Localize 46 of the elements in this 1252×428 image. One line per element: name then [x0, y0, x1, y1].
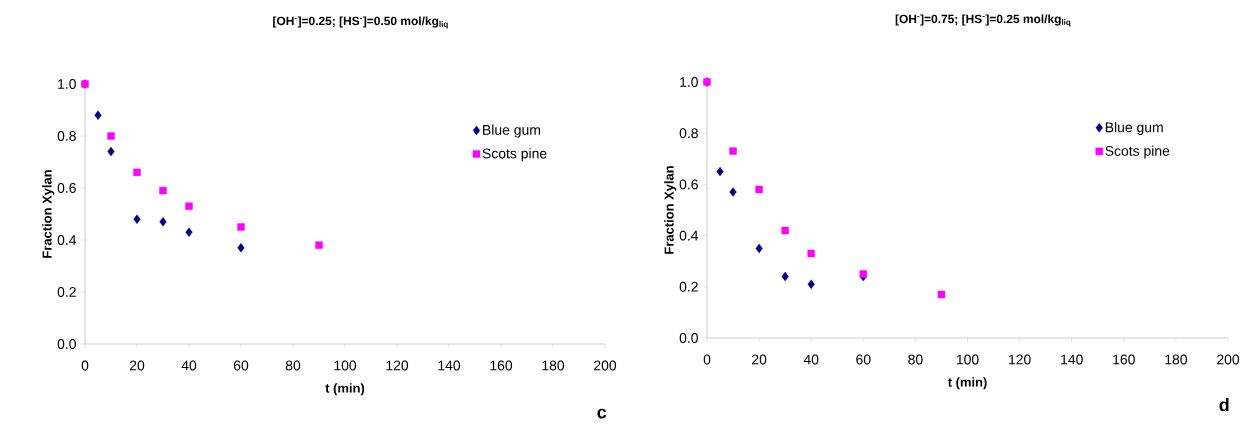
x-tick-label: 80 — [285, 360, 301, 371]
y-tick-label: 0.2 — [679, 281, 698, 292]
y-axis-title: Fraction Xylan — [42, 170, 55, 258]
y-tick-label: 0.4 — [57, 235, 77, 245]
x-tick-label: 60 — [233, 360, 249, 371]
x-tick-label: 160 — [1113, 354, 1135, 365]
x-tick-label: 40 — [803, 354, 819, 365]
y-tick-label: 0.8 — [679, 128, 698, 139]
y-axis-title: Fraction Xylan — [664, 166, 677, 254]
x-tick-label: 20 — [752, 354, 767, 365]
x-tick-label: 200 — [1217, 354, 1240, 365]
x-tick-label: 180 — [542, 360, 565, 371]
x-tick-label: 60 — [856, 354, 871, 365]
y-tick-label: 1.0 — [680, 77, 698, 87]
legend-label: Blue gum — [1105, 122, 1163, 136]
y-tick-label: 0.6 — [57, 183, 76, 193]
y-tick-label: 0.0 — [57, 339, 76, 349]
x-tick-label: 100 — [334, 360, 357, 371]
text: c — [597, 408, 607, 419]
x-tick-label: 0 — [703, 354, 711, 365]
x-tick-label: 140 — [1061, 354, 1083, 365]
x-tick-label: 160 — [490, 360, 513, 371]
chart-title: [OH$^{-}$]=0.25; [HS$^{-}$]=0.50 mol/kg$_{liq}$ — [273, 16, 448, 29]
x-tick-label: 120 — [1009, 354, 1031, 365]
y-tick-label: 1.0 — [58, 79, 76, 89]
legend-label: Scots pine — [1105, 145, 1170, 159]
y-tick-label: 0.8 — [57, 131, 76, 141]
x-tick-label: 20 — [129, 360, 145, 371]
y-tick-label: 0.4 — [679, 230, 699, 241]
x-tick-label: 40 — [181, 360, 197, 371]
x-tick-label: 200 — [594, 360, 617, 371]
x-axis-title: t (min) — [947, 377, 987, 390]
x-tick-label: 140 — [438, 360, 461, 371]
x-tick-label: 180 — [1165, 354, 1188, 365]
x-tick-label: 80 — [908, 354, 923, 365]
x-tick-label: 0 — [81, 360, 89, 371]
chart-title: [OH$^{-}$]=0.75; [HS$^{-}$]=0.25 mol/kg$_{liq}$ — [895, 14, 1071, 27]
legend-label: Blue gum — [483, 124, 540, 138]
text: d — [1219, 398, 1229, 412]
x-tick-label: 120 — [386, 360, 409, 371]
y-tick-label: 0.0 — [679, 333, 698, 343]
x-axis-title: t (min) — [325, 383, 365, 396]
y-tick-label: 0.6 — [679, 179, 698, 190]
y-tick-label: 0.2 — [57, 287, 76, 297]
x-tick-label: 100 — [956, 354, 979, 365]
legend-label: Scots pine — [482, 148, 547, 162]
